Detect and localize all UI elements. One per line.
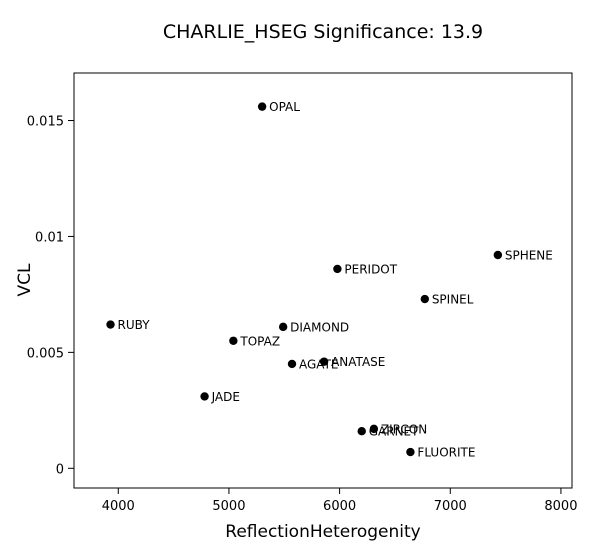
x-axis: 4000 5000 6000 7000 8000 bbox=[102, 488, 577, 514]
point-zircon bbox=[369, 424, 379, 434]
plot-frame bbox=[73, 72, 573, 489]
point-jade bbox=[200, 392, 209, 401]
data-points: OPAL SPHENE PERIDOT SPINEL RUBY DIAMOND TOPAZ A… bbox=[106, 100, 553, 460]
point-label-garnet: GARNET bbox=[369, 425, 419, 439]
point-spinel bbox=[420, 294, 430, 304]
point-sphene bbox=[493, 250, 503, 260]
y-tick-label: 0.01 bbox=[35, 230, 64, 245]
point-peridot bbox=[333, 264, 342, 274]
point-agate bbox=[287, 359, 297, 369]
point-opal bbox=[257, 102, 267, 111]
point-label-diamond: DIAMOND bbox=[290, 320, 349, 334]
point-ruby bbox=[106, 320, 115, 329]
point-diamond bbox=[278, 322, 288, 332]
x-tick-label: 6000 bbox=[323, 499, 356, 514]
point-fluorite bbox=[406, 447, 415, 457]
x-axis-label: ReflectionHeterogenity bbox=[225, 522, 420, 542]
y-axis-label: VCL bbox=[15, 263, 35, 296]
y-axis: 0 0.005 0.01 0.015 bbox=[27, 115, 74, 477]
point-garnet bbox=[357, 426, 366, 436]
point-label-sphene: SPHENE bbox=[505, 248, 553, 262]
point-anatase bbox=[319, 357, 329, 366]
chart-title: CHARLIE_HSEG Significance: 13.9 bbox=[163, 21, 483, 43]
point-label-zircon: ZIRCON bbox=[381, 422, 427, 436]
x-tick-label: 5000 bbox=[212, 499, 245, 514]
point-label-spinel: SPINEL bbox=[432, 293, 474, 307]
x-tick-label: 4000 bbox=[102, 499, 135, 514]
point-label-anatase: ANATASE bbox=[331, 355, 385, 369]
point-label-fluorite: FLUORITE bbox=[417, 446, 475, 460]
y-tick-label: 0.005 bbox=[27, 346, 64, 361]
point-label-agate: AGATE bbox=[299, 357, 339, 371]
x-tick-label: 8000 bbox=[544, 499, 577, 514]
point-label-peridot: PERIDOT bbox=[344, 262, 397, 276]
point-label-topaz: TOPAZ bbox=[239, 334, 280, 348]
x-tick-label: 7000 bbox=[434, 499, 467, 514]
point-label-jade: JADE bbox=[211, 390, 240, 404]
y-tick-label: 0 bbox=[56, 462, 64, 477]
point-label-opal: OPAL bbox=[269, 100, 300, 114]
point-topaz bbox=[229, 336, 238, 345]
point-label-ruby: RUBY bbox=[118, 318, 151, 332]
y-tick-label: 0.015 bbox=[27, 115, 64, 130]
